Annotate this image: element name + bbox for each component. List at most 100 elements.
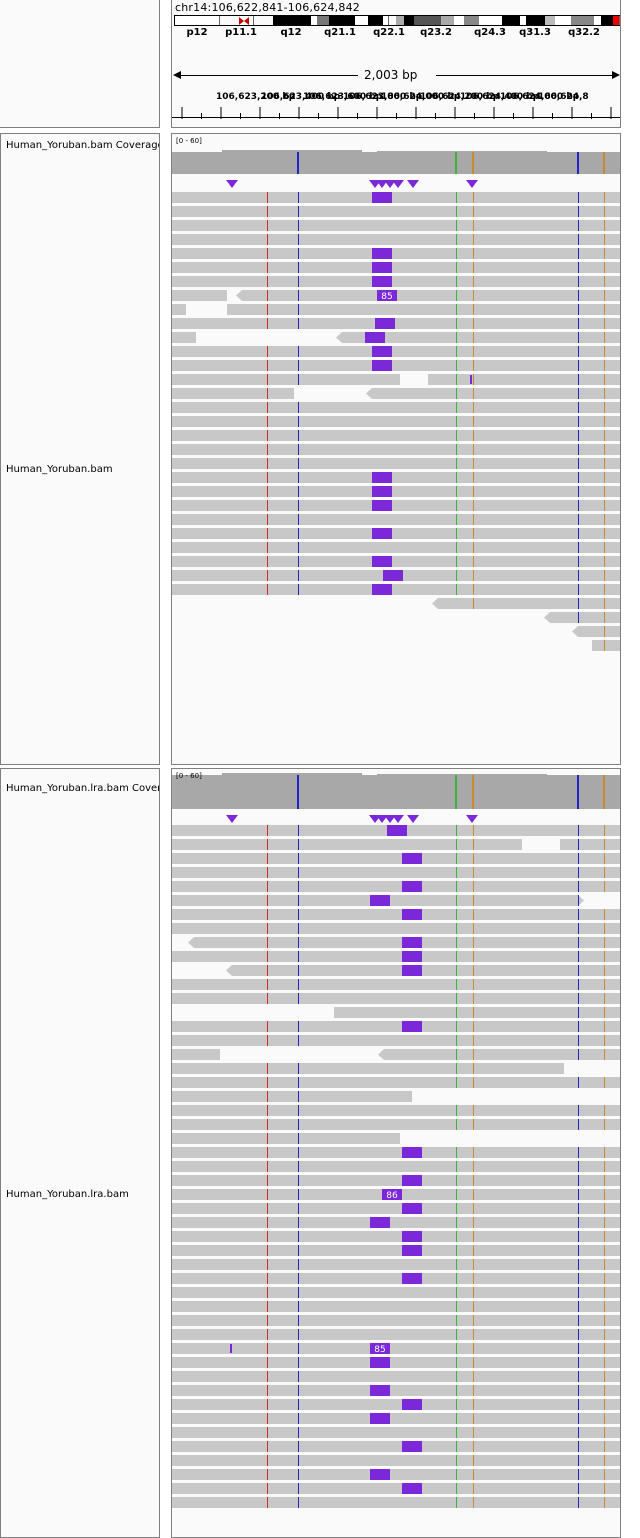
mismatch	[604, 528, 605, 539]
mismatch	[604, 262, 605, 273]
mismatch	[267, 486, 268, 497]
mismatch	[456, 430, 457, 441]
mismatch	[578, 472, 579, 483]
mismatch	[578, 1287, 579, 1298]
coverage-track-2[interactable]: [0 - 60]	[172, 769, 620, 809]
mismatch	[267, 1399, 268, 1410]
coverage-track-1[interactable]: [0 - 60]	[172, 134, 620, 174]
alignment-track-1[interactable]: 85	[172, 174, 620, 764]
read	[172, 1049, 220, 1060]
insertion-marker-icon	[466, 180, 478, 188]
alignment-track-name-1[interactable]: Human_Yoruban.bam	[6, 464, 113, 475]
mismatch	[604, 402, 605, 413]
mismatch	[267, 206, 268, 217]
insertion-block	[370, 1217, 390, 1228]
alignment-track-2[interactable]: 86 85	[172, 809, 620, 1532]
read	[172, 951, 620, 962]
mismatch	[456, 1385, 457, 1396]
read	[172, 1091, 412, 1102]
mismatch	[267, 388, 268, 399]
mismatch	[604, 1189, 605, 1200]
coverage-mismatch	[455, 152, 457, 174]
mismatch	[298, 1119, 299, 1130]
insertion-block	[372, 500, 392, 511]
mismatch	[473, 909, 474, 920]
chromosome-ideogram[interactable]	[174, 15, 620, 26]
mismatch	[298, 1133, 299, 1144]
mismatch	[298, 853, 299, 864]
mismatch	[604, 853, 605, 864]
mismatch	[456, 1147, 457, 1158]
cytoband	[329, 16, 356, 25]
mismatch	[578, 458, 579, 469]
mismatch	[604, 556, 605, 567]
mismatch	[473, 1357, 474, 1368]
insertion-length-label: 85	[381, 292, 392, 302]
mismatch	[267, 1455, 268, 1466]
coverage-plot-1[interactable]: [0 - 60]	[172, 134, 620, 174]
read	[438, 598, 620, 609]
insertion-block	[372, 346, 392, 357]
mismatch	[473, 500, 474, 511]
mismatch	[604, 458, 605, 469]
mismatch	[604, 276, 605, 287]
mismatch	[473, 1441, 474, 1452]
locus-label[interactable]: chr14:106,622,841-106,624,842	[175, 1, 360, 14]
mismatch	[604, 1301, 605, 1312]
mismatch	[267, 853, 268, 864]
coverage-plot-2[interactable]: [0 - 60]	[172, 769, 620, 809]
mismatch	[578, 584, 579, 595]
mismatch	[298, 1301, 299, 1312]
mismatch	[298, 1077, 299, 1088]
alignment-plot-2[interactable]: 86 85	[172, 809, 620, 1532]
mismatch	[267, 1301, 268, 1312]
mismatch	[473, 206, 474, 217]
read	[172, 1371, 620, 1382]
cytoband	[613, 16, 620, 25]
mismatch	[456, 1441, 457, 1452]
mismatch	[267, 500, 268, 511]
mismatch	[456, 542, 457, 553]
mismatch	[604, 514, 605, 525]
band-label: p11.1	[225, 27, 257, 38]
insertion-marker-icon	[407, 180, 419, 188]
mismatch	[456, 1357, 457, 1368]
read	[172, 444, 620, 455]
mismatch	[578, 1077, 579, 1088]
mismatch	[456, 262, 457, 273]
mismatch	[298, 528, 299, 539]
mismatch	[456, 290, 457, 301]
insertion-block	[365, 332, 385, 343]
mismatch	[473, 248, 474, 259]
mismatch	[298, 304, 299, 315]
insertion-block	[402, 1483, 422, 1494]
alignment-plot-1[interactable]: 85	[172, 174, 620, 764]
mismatch	[456, 1371, 457, 1382]
insertion-block	[402, 1399, 422, 1410]
mismatch	[267, 374, 268, 385]
mismatch	[298, 1231, 299, 1242]
mismatch	[578, 220, 579, 231]
mismatch	[578, 1231, 579, 1242]
mismatch	[473, 1497, 474, 1508]
mismatch	[298, 1441, 299, 1452]
mismatch	[267, 234, 268, 245]
alignment-track-name-2[interactable]: Human_Yoruban.lra.bam	[6, 1189, 129, 1200]
mismatch	[298, 430, 299, 441]
coverage-bar	[222, 150, 362, 154]
coverage-track-name-2[interactable]: Human_Yoruban.lra.bam Coverage	[6, 783, 159, 794]
coverage-bar	[172, 152, 620, 174]
mismatch	[456, 825, 457, 836]
insertion-block	[375, 318, 395, 329]
mismatch	[473, 444, 474, 455]
read	[172, 1315, 620, 1326]
mismatch	[578, 909, 579, 920]
coverage-mismatch	[297, 152, 299, 174]
mismatch	[578, 1203, 579, 1214]
mismatch	[578, 965, 579, 976]
band-label: q23.2	[420, 27, 452, 38]
mismatch	[456, 458, 457, 469]
coverage-track-name-1[interactable]: Human_Yoruban.bam Coverage	[6, 140, 160, 151]
mismatch	[473, 598, 474, 609]
mismatch	[456, 444, 457, 455]
